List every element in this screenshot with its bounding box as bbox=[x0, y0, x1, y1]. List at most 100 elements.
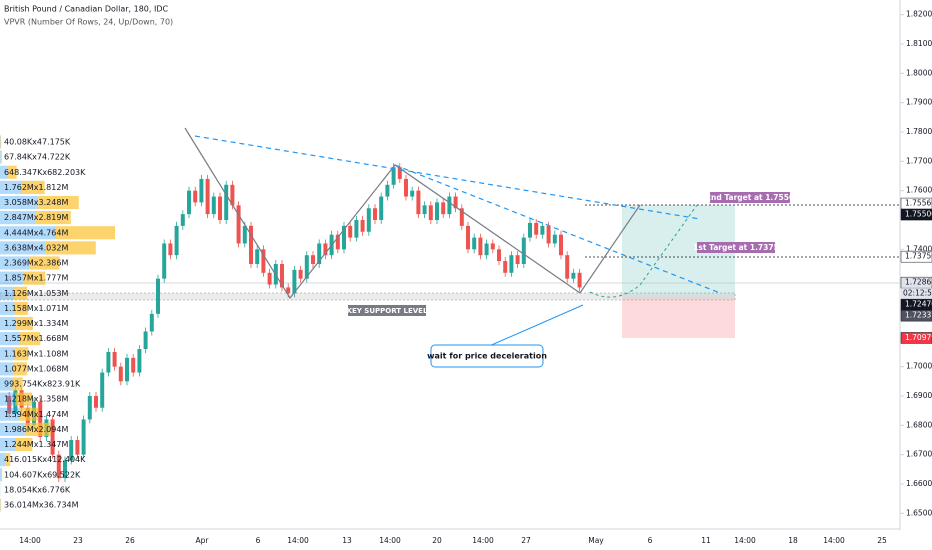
volume-down bbox=[13, 362, 27, 376]
volume-up bbox=[0, 347, 15, 361]
volume-down bbox=[24, 422, 51, 436]
candle bbox=[540, 225, 545, 235]
candle bbox=[143, 331, 148, 350]
volume-label: 1.077Mx1.068M bbox=[4, 364, 68, 373]
note-text: wait for price deceleration bbox=[427, 352, 547, 361]
candle bbox=[242, 225, 247, 244]
volume-down bbox=[1, 468, 3, 482]
candle bbox=[472, 237, 477, 250]
volume-label: 1.299Mx1.334M bbox=[4, 319, 68, 328]
x-tick-label: 6 bbox=[648, 536, 653, 545]
volume-up bbox=[0, 135, 1, 149]
target1-label: 1st Target at 1.7375 bbox=[693, 243, 779, 252]
candle bbox=[410, 190, 415, 197]
volume-up bbox=[0, 468, 2, 482]
candle bbox=[515, 255, 520, 264]
volume-up bbox=[0, 195, 39, 210]
volume-label: 36.014Mx36.734M bbox=[4, 501, 79, 510]
y-tick-label: 1.65000 bbox=[906, 508, 932, 517]
volume-label: 1.762Mx1.812M bbox=[4, 183, 68, 192]
candle bbox=[528, 222, 532, 238]
volume-up bbox=[0, 316, 17, 331]
y-tick-label: 1.74000 bbox=[906, 244, 932, 253]
candle bbox=[50, 419, 55, 455]
price-label: 1.72470 bbox=[905, 300, 932, 309]
candle bbox=[193, 190, 198, 203]
candle bbox=[385, 184, 390, 197]
candle bbox=[348, 225, 353, 238]
volume-up bbox=[0, 377, 13, 391]
candle bbox=[317, 243, 322, 264]
candle bbox=[391, 167, 396, 185]
volume-label: 2.369Mx2.386M bbox=[4, 259, 68, 268]
candle bbox=[255, 249, 260, 264]
volume-down bbox=[55, 226, 115, 240]
candle bbox=[559, 234, 563, 256]
volume-down bbox=[14, 286, 28, 300]
candle bbox=[280, 264, 284, 288]
volume-up bbox=[0, 271, 24, 285]
candle bbox=[354, 220, 359, 238]
candle bbox=[521, 237, 526, 264]
volume-up bbox=[0, 226, 56, 240]
candle bbox=[38, 401, 43, 438]
x-tick-label: 20 bbox=[432, 536, 442, 545]
countdown-box bbox=[901, 288, 932, 300]
candle bbox=[87, 396, 92, 420]
volume-up bbox=[0, 437, 16, 452]
volume-label: 1.857Mx1.777M bbox=[4, 274, 68, 283]
volume-label: 3.638Mx4.032M bbox=[4, 243, 68, 252]
candle bbox=[360, 220, 365, 232]
volume-down bbox=[23, 271, 46, 285]
chart-subtitle: VPVR (Number Of Rows, 24, Up/Down, 70) bbox=[4, 18, 173, 27]
candle bbox=[397, 167, 402, 179]
note-box bbox=[430, 344, 544, 368]
volume-up bbox=[0, 286, 15, 300]
y-tick-label: 1.76000 bbox=[906, 186, 932, 195]
candle bbox=[323, 243, 328, 256]
volume-down bbox=[22, 180, 45, 194]
volume-label: 993.754Kx823.91K bbox=[4, 380, 81, 389]
volume-label: 18.054Kx6.776K bbox=[4, 485, 71, 494]
volume-down bbox=[14, 347, 29, 361]
x-tick-label: 14:00 bbox=[287, 536, 309, 545]
candle bbox=[218, 196, 222, 220]
price-label: 1.75560 bbox=[905, 199, 932, 208]
volume-label: 67.84Kx74.722K bbox=[4, 153, 71, 162]
candle bbox=[441, 202, 446, 215]
candle bbox=[435, 202, 439, 220]
volume-down bbox=[15, 392, 33, 406]
price-label: 1.72337 bbox=[905, 311, 932, 320]
y-tick-label: 1.70000 bbox=[906, 362, 932, 371]
candle bbox=[366, 208, 371, 232]
y-tick-label: 1.67000 bbox=[906, 450, 932, 459]
candle bbox=[187, 190, 191, 215]
volume-up bbox=[0, 301, 15, 315]
x-tick-label: 14:00 bbox=[379, 536, 401, 545]
candle bbox=[125, 357, 129, 382]
volume-up bbox=[0, 256, 30, 270]
candle bbox=[292, 269, 297, 294]
volume-label: 1.244Mx1.347M bbox=[4, 440, 68, 449]
volume-down bbox=[19, 407, 39, 421]
candle bbox=[249, 225, 253, 264]
y-tick-label: 1.66000 bbox=[906, 479, 932, 488]
candle bbox=[335, 234, 340, 250]
x-tick-label: Apr bbox=[196, 536, 210, 545]
volume-up bbox=[0, 362, 14, 376]
volume-up bbox=[0, 332, 20, 346]
support-label-box bbox=[348, 305, 426, 316]
y-tick-label: 1.82000 bbox=[906, 10, 932, 19]
volume-label: 648.347Kx682.203K bbox=[4, 168, 86, 177]
volume-up bbox=[0, 211, 36, 225]
x-tick-label: 23 bbox=[73, 536, 83, 545]
volume-down bbox=[29, 256, 60, 270]
candle bbox=[156, 278, 160, 314]
volume-up bbox=[0, 180, 23, 194]
candle bbox=[342, 225, 346, 250]
target2-box bbox=[710, 192, 790, 203]
volume-down bbox=[16, 316, 33, 331]
candle bbox=[75, 440, 80, 455]
target2-label: 2nd Target at 1.7556 bbox=[706, 193, 794, 202]
